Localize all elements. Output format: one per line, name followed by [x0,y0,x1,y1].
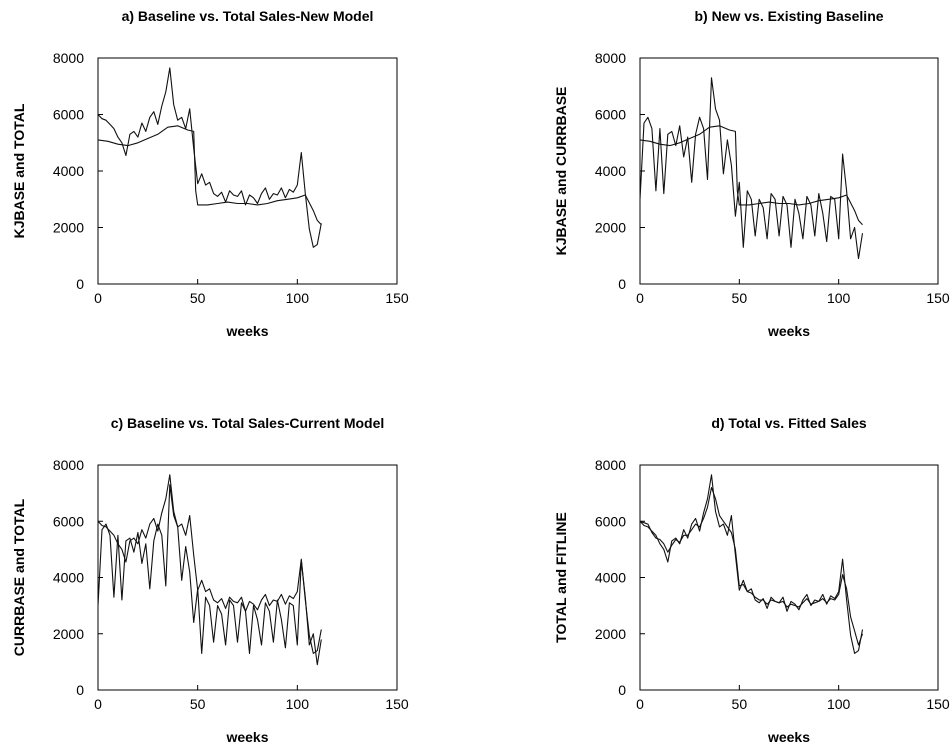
y-tick-label: 0 [76,276,84,292]
y-tick-label: 2000 [53,220,84,236]
y-tick-label: 6000 [595,513,626,529]
series-line-0 [97,67,322,248]
chart-title: a) Baseline vs. Total Sales-New Model [122,8,374,24]
y-tick-label: 8000 [595,457,626,473]
x-tick-label: 150 [385,290,409,306]
plot-frame [97,464,398,691]
x-axis-label: weeks [767,323,810,339]
y-tick-label: 4000 [53,163,84,179]
x-tick-label: 100 [827,696,851,712]
x-tick-label: 100 [286,290,310,306]
series-line-1 [639,486,864,646]
y-tick-label: 2000 [595,626,626,642]
y-tick-label: 0 [76,682,84,698]
y-axis-label: CURRBASE and TOTAL [11,498,27,656]
x-tick-label: 50 [190,696,206,712]
chart-title: b) New vs. Existing Baseline [694,8,883,24]
y-tick-label: 2000 [595,220,626,236]
chart-title: c) Baseline vs. Total Sales-Current Mode… [111,415,385,431]
y-tick-label: 6000 [53,513,84,529]
x-axis-label: weeks [225,729,268,745]
y-axis-label: TOTAL and FITLINE [553,512,569,643]
chart-panel-2: c) Baseline vs. Total Sales-Current Mode… [11,415,409,745]
series-line-0 [639,77,864,260]
x-tick-label: 150 [926,290,950,306]
y-tick-label: 2000 [53,626,84,642]
y-tick-label: 4000 [595,163,626,179]
y-tick-label: 8000 [595,50,626,66]
y-axis-label: KJBASE and CURRBASE [553,87,569,256]
x-tick-label: 150 [385,696,409,712]
plot-frame [97,57,398,285]
y-tick-label: 8000 [53,50,84,66]
x-tick-label: 0 [636,696,644,712]
x-tick-label: 100 [286,696,310,712]
y-tick-label: 0 [618,682,626,698]
x-tick-label: 100 [827,290,851,306]
y-tick-label: 4000 [53,570,84,586]
chart-title: d) Total vs. Fitted Sales [711,415,867,431]
chart-panel-0: a) Baseline vs. Total Sales-New Model 0 50… [11,8,409,339]
series-line-1 [97,125,322,226]
y-tick-label: 0 [618,276,626,292]
x-tick-label: 50 [732,290,748,306]
x-axis-label: weeks [225,323,268,339]
plot-frame [639,464,939,691]
x-axis-label: weeks [767,729,810,745]
series-line-1 [97,484,322,666]
series-line-0 [97,474,322,654]
x-tick-label: 50 [190,290,206,306]
x-tick-label: 0 [94,290,102,306]
plot-frame [639,57,939,285]
x-tick-label: 0 [94,696,102,712]
x-tick-label: 150 [926,696,950,712]
chart-panel-1: b) New vs. Existing Baseline 0 50 100 150 0 20… [553,8,950,339]
y-tick-label: 8000 [53,457,84,473]
y-tick-label: 4000 [595,570,626,586]
y-tick-label: 6000 [595,107,626,123]
y-tick-label: 6000 [53,107,84,123]
series-line-1 [639,125,863,226]
chart-panel-3: d) Total vs. Fitted Sales 0 50 100 150 0 2000 4… [553,415,950,745]
x-tick-label: 0 [636,290,644,306]
series-line-0 [639,474,864,654]
y-axis-label: KJBASE and TOTAL [11,103,27,238]
x-tick-label: 50 [732,696,748,712]
